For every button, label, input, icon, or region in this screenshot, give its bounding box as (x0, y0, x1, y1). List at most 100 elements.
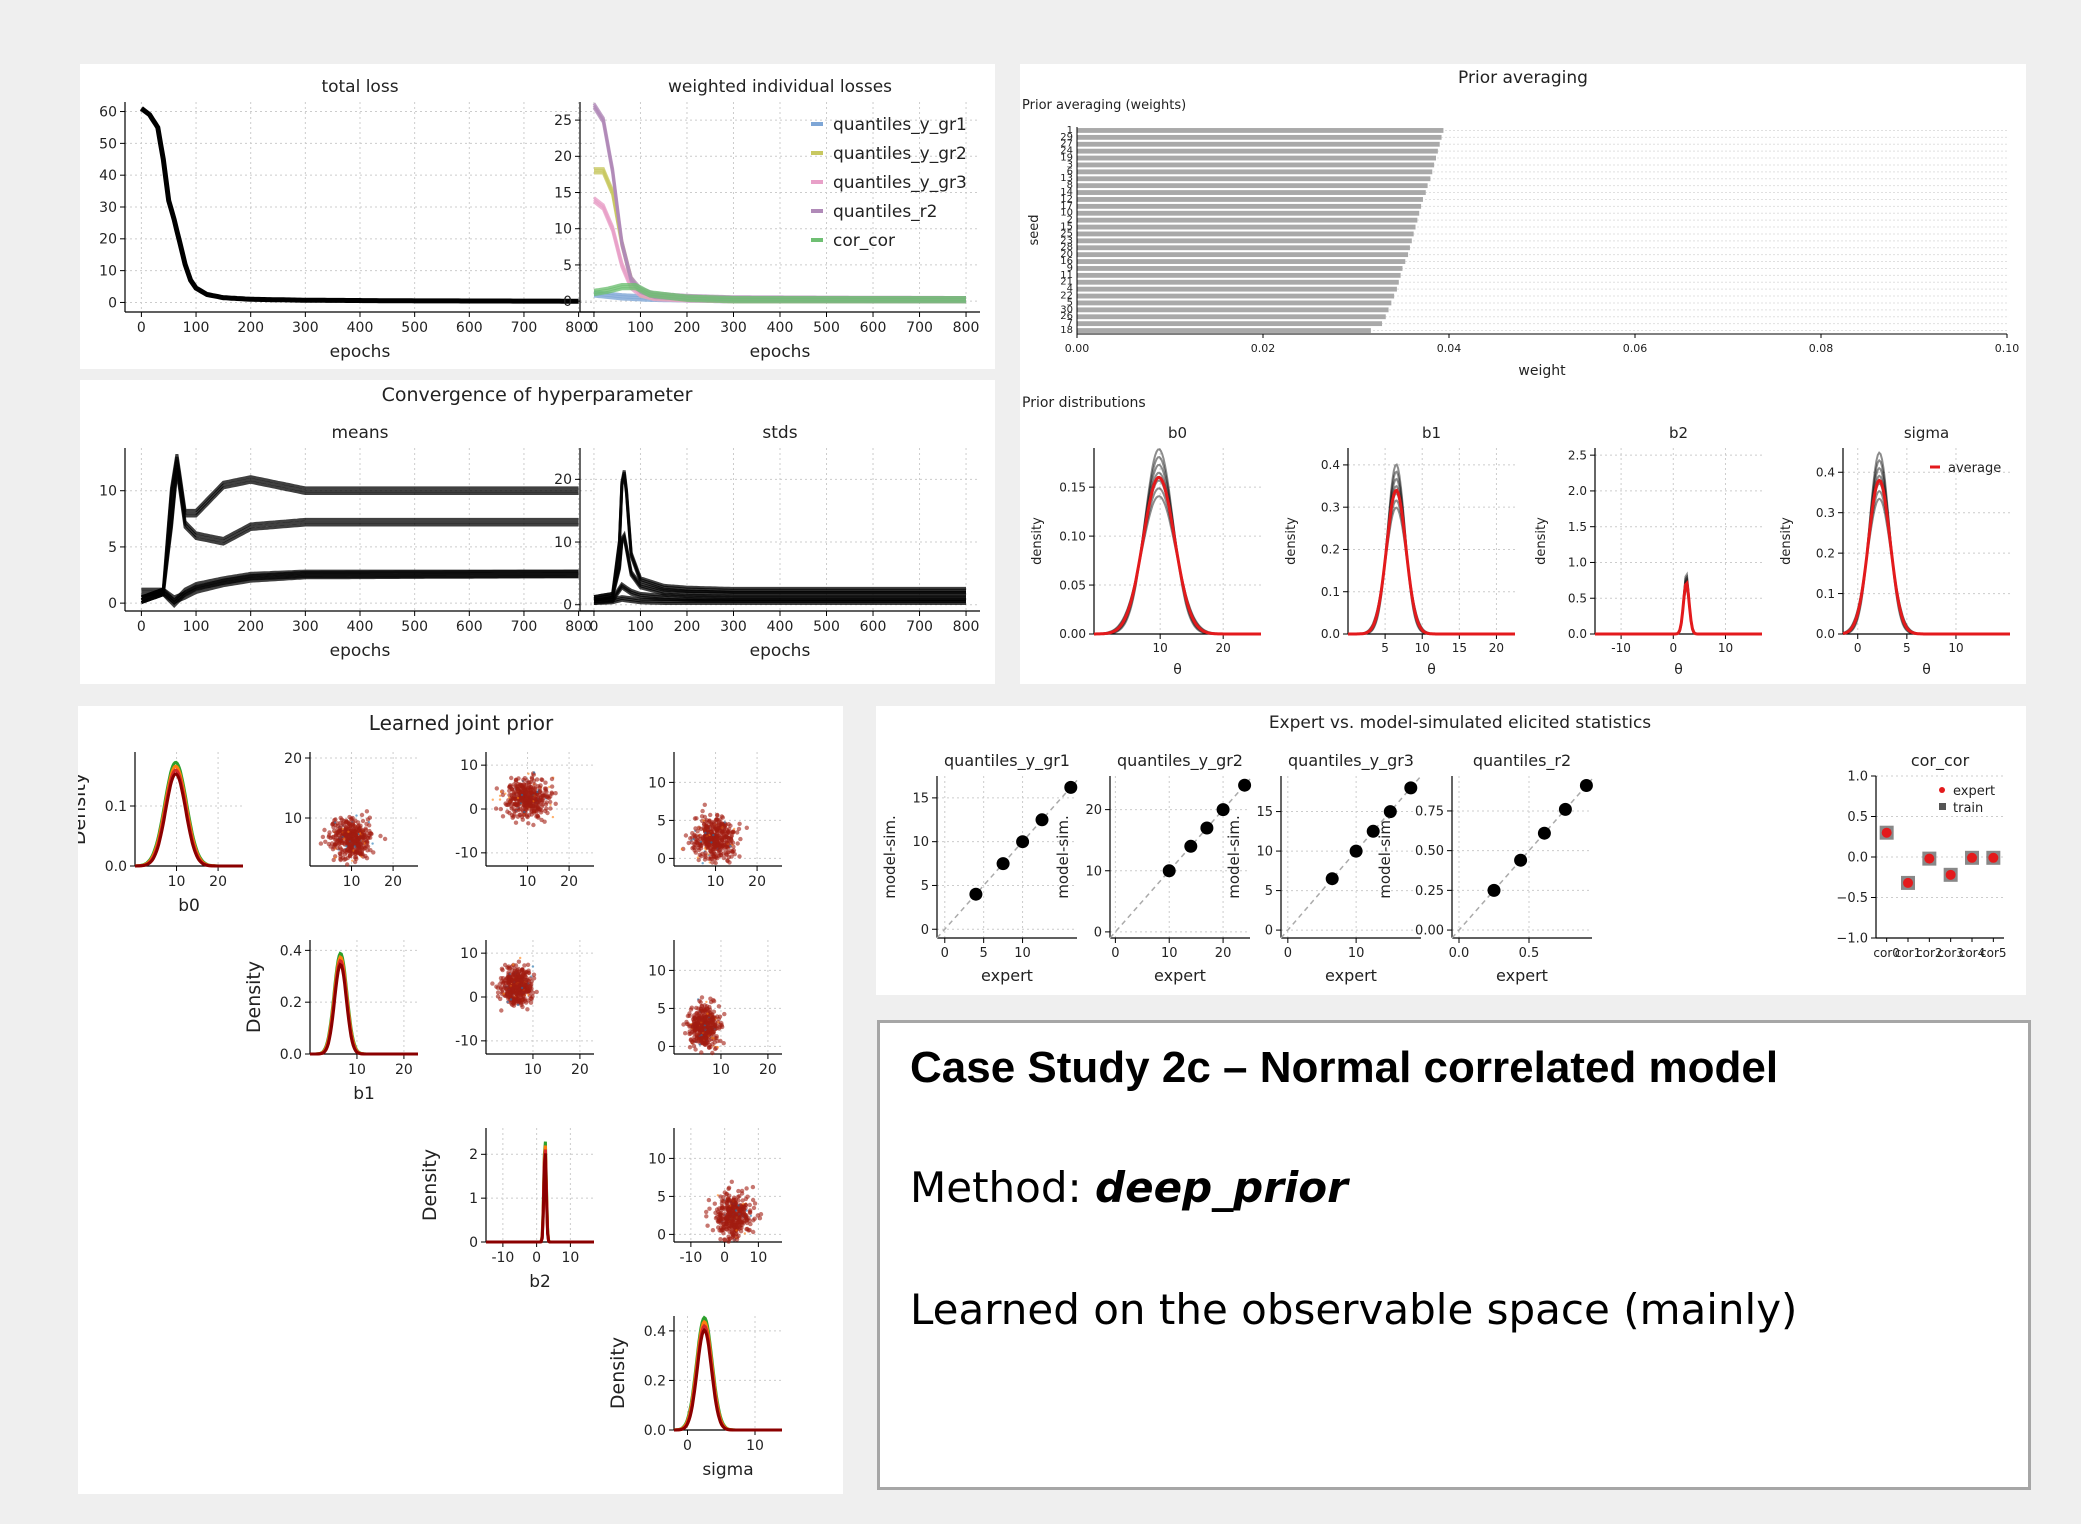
joint-point-b2-b1 (495, 990, 501, 995)
joint-point-sigma-b2 (738, 1220, 743, 1225)
joint-point-sigma-b0 (725, 850, 730, 855)
joint-point-b1-b0 (368, 831, 374, 836)
joint-point-b2-b1 (502, 962, 508, 968)
prior-density-b2 (1595, 582, 1762, 635)
joint-point-sigma-b2 (739, 1188, 745, 1194)
identity-line (1280, 775, 1422, 939)
joint-point-sigma-b0 (712, 833, 715, 837)
joint-point-b1-b0 (351, 859, 354, 862)
joint-point-sigma-b0 (735, 830, 740, 835)
loss-line-cor_cor (593, 283, 966, 299)
y-tick-label: 50 (99, 136, 117, 152)
joint-point-sigma-b1 (707, 1004, 712, 1010)
y-axis-label: density (1030, 517, 1045, 565)
means-line (140, 456, 579, 602)
y-tick-label: 10 (284, 811, 302, 827)
joint-point-sigma-b2 (737, 1194, 742, 1199)
prior-averaging-panel: Prior averaging Prior averaging (weights)… (1020, 64, 2026, 684)
y-axis-label: Density (419, 1149, 441, 1221)
joint-point-sigma-b2 (749, 1214, 753, 1217)
x-tick-label: 0 (1111, 946, 1119, 961)
x-tick-label: cor1 (1895, 946, 1922, 960)
joint-point-sigma-b1 (712, 1022, 717, 1027)
joint-point-sigma-b2 (712, 1201, 717, 1206)
expert-point-cor3 (1945, 869, 1956, 880)
x-tick-label: 10 (749, 1250, 767, 1266)
seed-label: 7 (1067, 318, 1073, 329)
joint-point-sigma-b0 (727, 860, 732, 865)
elicited-point-quantiles_y_gr3 (1366, 824, 1380, 838)
average-density-b2 (1595, 579, 1762, 636)
joint-point-b2-b0 (500, 790, 503, 793)
joint-point-b2-b0 (536, 790, 539, 794)
y-tick-label: 15 (912, 791, 929, 806)
x-tick-label: 0 (1854, 641, 1862, 655)
joint-point-sigma-b0 (701, 822, 707, 827)
joint-point-b2-b0 (551, 815, 555, 819)
seed-label: 21 (1060, 277, 1073, 288)
joint-point-sigma-b1 (693, 1027, 699, 1032)
joint-point-sigma-b1 (711, 1030, 716, 1035)
prior-weights-subtitle: Prior averaging (weights) (1022, 98, 1186, 113)
joint-point-b2-b1 (523, 989, 528, 994)
bar-seed-7 (1077, 321, 1383, 327)
seed-label: 13 (1060, 173, 1073, 184)
joint-point-sigma-b1 (715, 1014, 720, 1019)
joint-point-sigma-b2 (745, 1209, 748, 1212)
legend-label-quantiles_y_gr1: quantiles_y_gr1 (833, 115, 967, 135)
joint-point-sigma-b2 (726, 1186, 731, 1191)
y-tick-label: 5 (563, 258, 572, 274)
elicited-point-quantiles_y_gr1 (1064, 780, 1078, 794)
joint-point-b2-b0 (548, 806, 553, 811)
joint-point-b1-b0 (352, 823, 357, 828)
joint-point-sigma-b0 (701, 862, 704, 865)
joint-point-sigma-b0 (709, 851, 715, 856)
x-tick-label: cor5 (1980, 946, 2007, 960)
joint-point-sigma-b1 (697, 998, 702, 1004)
x-tick-label: 20 (560, 874, 578, 890)
chart-title: total loss (321, 77, 398, 97)
joint-point-b1-b0 (351, 828, 356, 833)
joint-point-b2-b1 (499, 1008, 504, 1013)
bar-seed-16 (1077, 259, 1406, 264)
joint-point-sigma-b2 (747, 1202, 752, 1208)
y-tick-label: 15 (1256, 805, 1273, 820)
x-tick-label: 0 (589, 320, 598, 336)
joint-point-sigma-b0 (692, 848, 697, 853)
joint-point-b1-b0 (355, 820, 361, 825)
bar-seed-9 (1077, 266, 1403, 271)
joint-point-sigma-b0 (744, 825, 749, 830)
joint-point-b1-b0 (347, 842, 352, 847)
seed-label: 17 (1060, 201, 1073, 212)
y-tick-label: 40 (99, 168, 117, 184)
joint-point-b1-b0 (347, 814, 352, 820)
joint-point-sigma-b2 (724, 1215, 729, 1220)
seed-label: 22 (1060, 290, 1073, 301)
x-tick-label: 10 (519, 874, 537, 890)
joint-point-sigma-b2 (714, 1214, 720, 1220)
joint-point-b1-b0 (356, 843, 361, 849)
joint-point-b2-b1 (531, 972, 537, 977)
x-tick-label: 0 (941, 946, 949, 961)
joint-point-sigma-b0 (704, 831, 707, 835)
seed-label: 29 (1060, 132, 1073, 143)
x-axis-label: epochs (750, 641, 811, 661)
joint-point-sigma-b0 (702, 802, 707, 807)
joint-point-b1-b0 (358, 823, 363, 828)
joint-point-sigma-b1 (719, 1023, 724, 1028)
x-axis-label: expert (981, 966, 1033, 985)
prior-density-b2 (1595, 587, 1762, 635)
y-tick-label: 0.1 (105, 799, 127, 815)
joint-point-b2-b0 (532, 771, 536, 774)
x-axis-label: θ (1674, 662, 1683, 678)
joint-point-sigma-b0 (712, 825, 717, 830)
y-tick-label: 20 (554, 472, 572, 488)
joint-point-b2-b0 (545, 810, 550, 816)
seed-label: 6 (1067, 166, 1073, 177)
x-tick-label: 500 (813, 320, 840, 336)
bar-seed-12 (1077, 197, 1423, 202)
joint-point-b1-b0 (359, 834, 364, 840)
x-tick-label: 400 (347, 320, 374, 336)
x-tick-label: 600 (456, 619, 483, 635)
joint-point-b2-b1 (512, 968, 518, 973)
